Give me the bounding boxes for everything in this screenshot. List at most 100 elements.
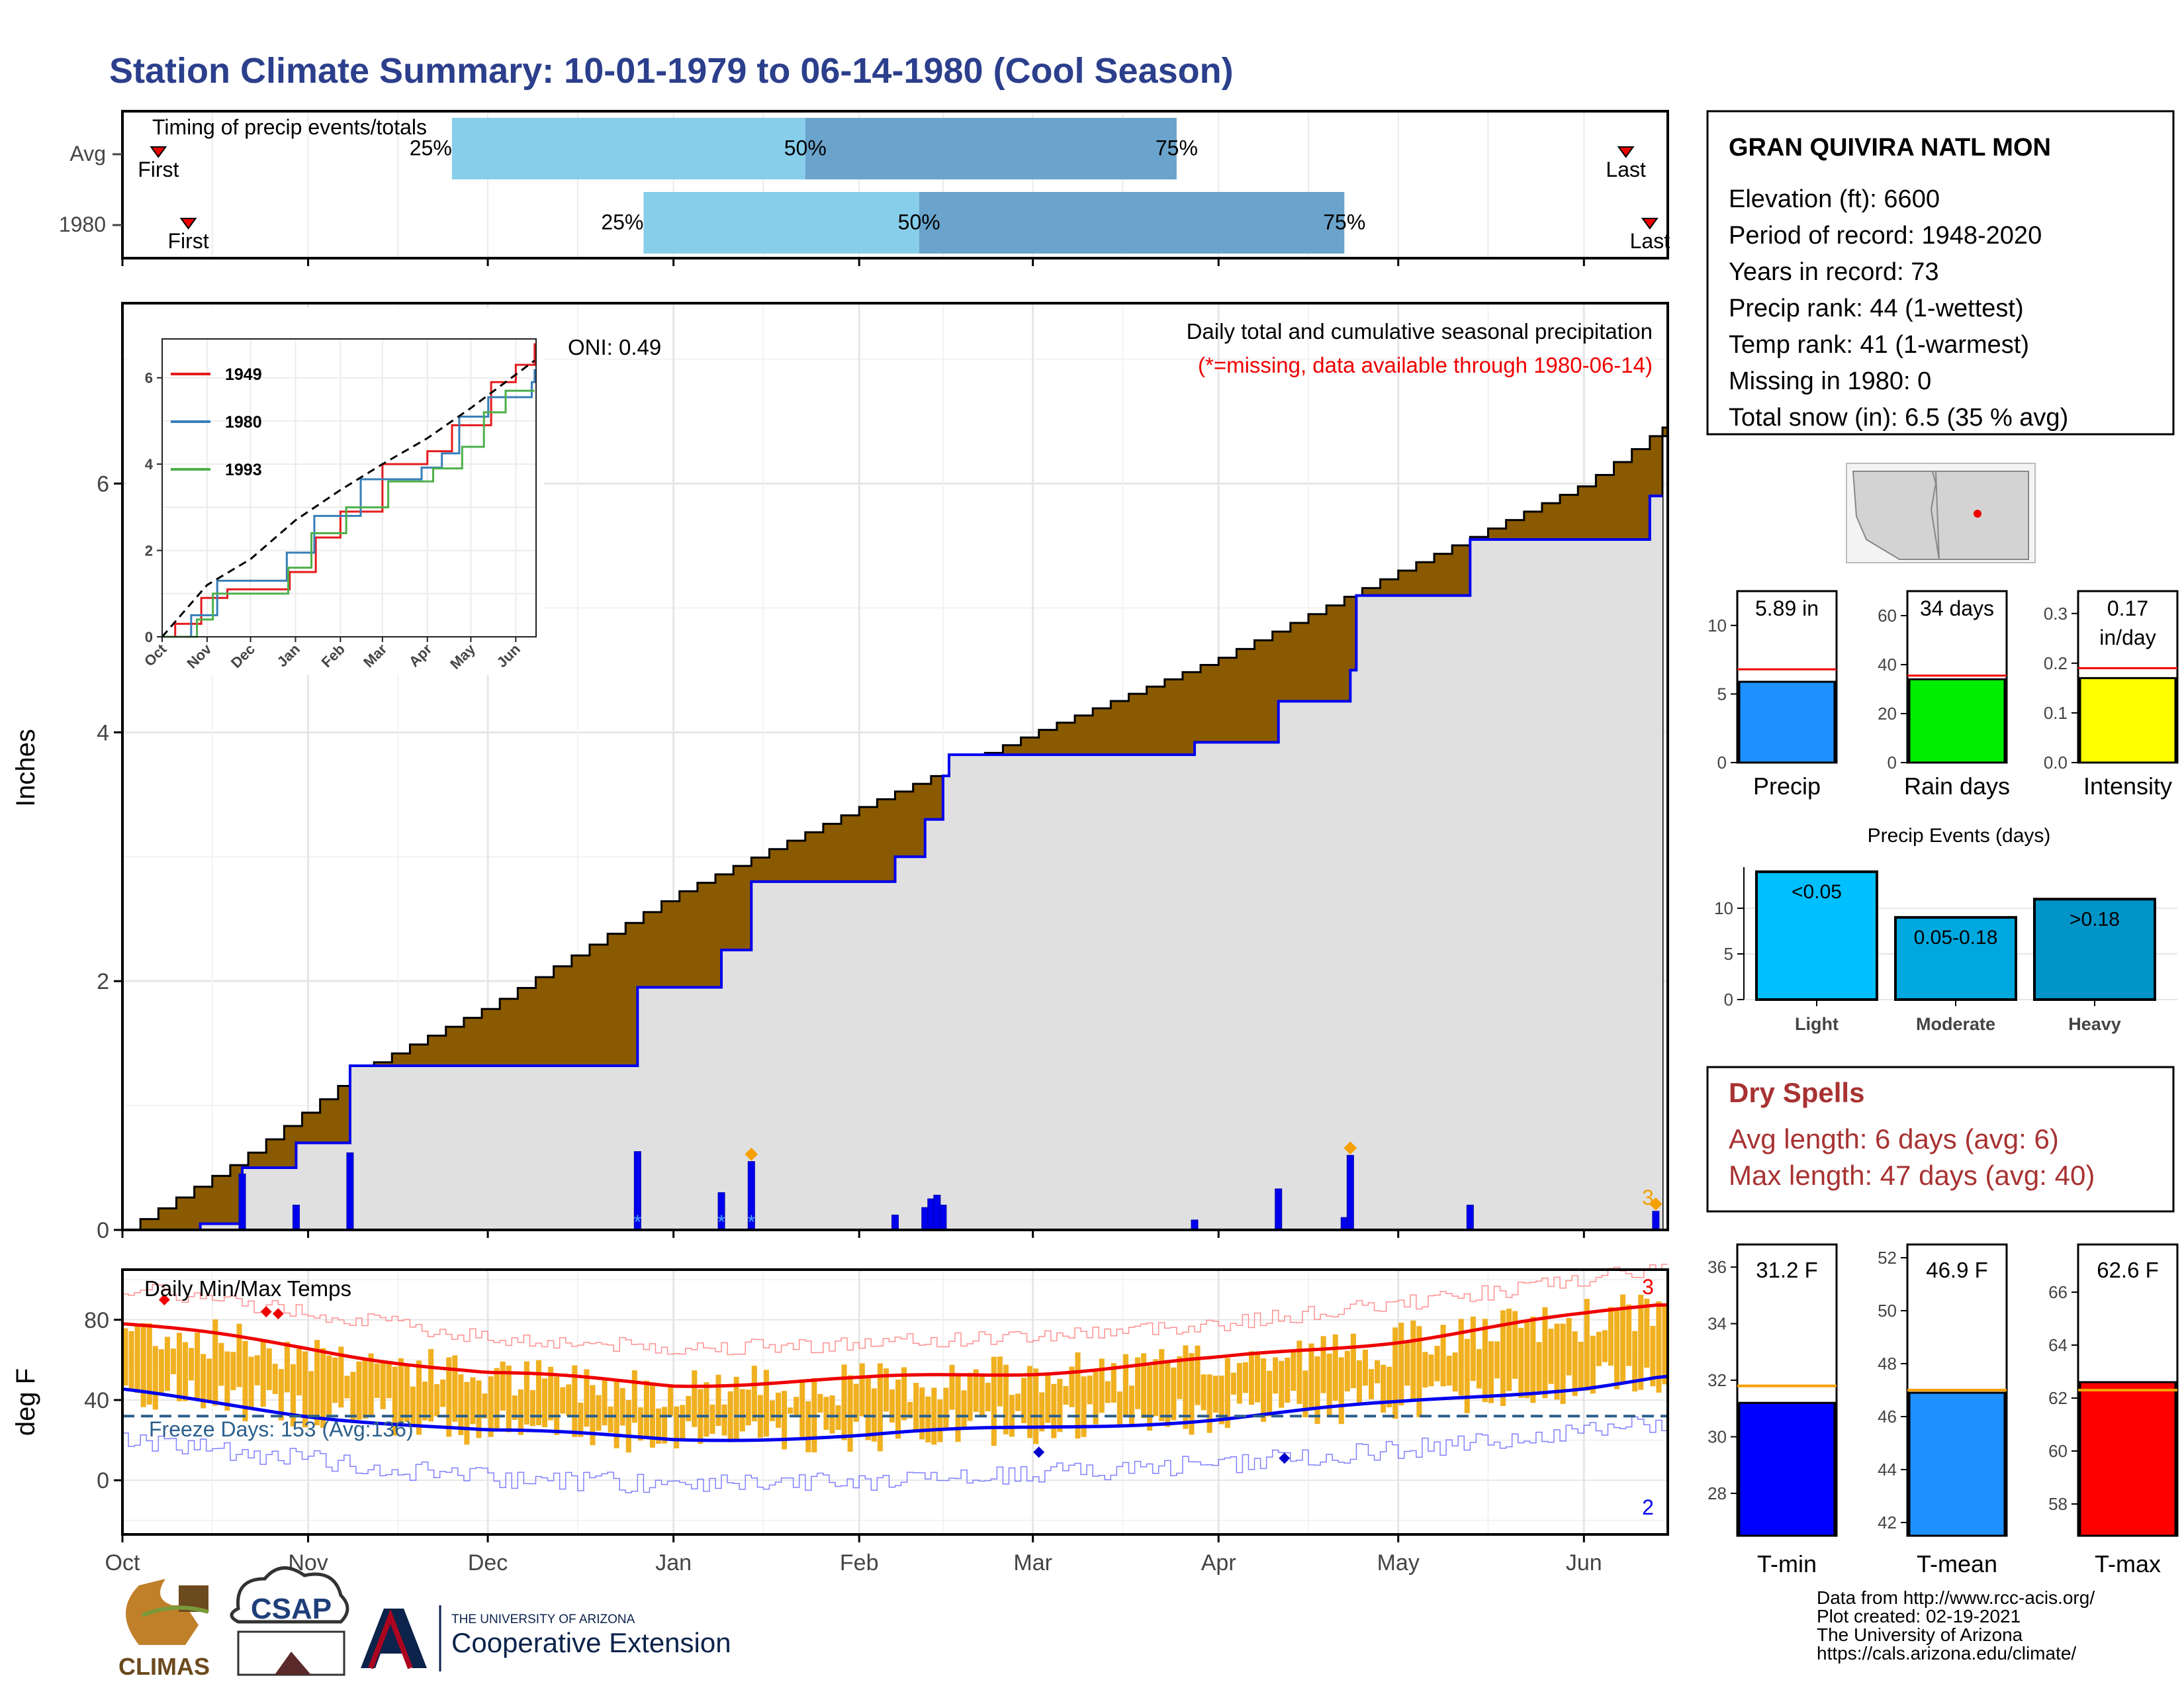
daily-temp-bar (1075, 1352, 1081, 1439)
summary-tick-label: 40 (1878, 655, 1897, 675)
temp-lines (122, 1264, 1668, 1493)
daily-temp-bar (1242, 1362, 1248, 1393)
legend-label: 1980 (225, 413, 262, 432)
timing-25-label: 25% (601, 211, 643, 234)
daily-temp-bar (1428, 1354, 1434, 1387)
daily-temp-bar (1141, 1353, 1147, 1419)
daily-temp-bar (1099, 1358, 1105, 1413)
timing-label: Timing of precip events/totals (152, 115, 427, 139)
climas-emblem (126, 1579, 199, 1645)
daily-temp-bar (967, 1373, 973, 1421)
info-line: Elevation (ft): 6600 (1729, 185, 1940, 213)
timing-row-1980: 1980 (59, 212, 106, 236)
daily-temp-bar (218, 1342, 224, 1386)
daily-temp-bar (841, 1364, 847, 1440)
temp-summary-tick-label: 66 (2048, 1282, 2068, 1302)
temp-summary-tick-label: 48 (1878, 1354, 1897, 1374)
summary-bar-label: Precip (1753, 773, 1821, 800)
y-tick-label: 4 (97, 720, 109, 745)
daily-temp-bar (943, 1387, 949, 1428)
daily-temp-bar (392, 1366, 398, 1436)
daily-temp-bar (1320, 1336, 1326, 1393)
daily-temp-bar (440, 1380, 446, 1407)
summary-bars: 5.89 in 0 5 10 Precip 34 days 0 20 40 60 Rain days… (1707, 590, 2179, 800)
y-tick-label: 0 (97, 1468, 109, 1493)
daily-temp-bar (955, 1374, 961, 1442)
inset-line-1980 (162, 369, 536, 638)
daily-temp-bar (314, 1340, 320, 1426)
temp-ylabel: deg F (11, 1368, 40, 1436)
dry-spells-title: Dry Spells (1729, 1077, 1864, 1108)
precip-y-axis: 0 2 4 6 (97, 471, 122, 1243)
daily-temp-bar (1512, 1311, 1518, 1379)
daily-temp-bar (1135, 1357, 1141, 1409)
daily-precip-bar (346, 1152, 354, 1231)
timing-bars: 25% 50% 75% First Last 25% 50% 75% First Last (138, 118, 1670, 254)
daily-temp-bar (518, 1389, 523, 1435)
info-line: Total snow (in): 6.5 (35 % avg) (1729, 404, 2068, 432)
temp-x-axis: Oct Nov Dec Jan Feb Mar Apr May Jun (105, 1534, 1602, 1575)
events-bar (1894, 915, 2017, 1001)
temp-record-marker (1279, 1452, 1291, 1464)
daily-temp-bar (422, 1382, 428, 1421)
daily-temp-bar (1128, 1385, 1135, 1427)
x-tick-label: Apr (1201, 1550, 1236, 1575)
credit-line: https://cals.arizona.edu/climate/ (1817, 1643, 2076, 1664)
summary-tick-label: 0.2 (2044, 653, 2068, 673)
daily-temp-bar (763, 1370, 769, 1437)
daily-temp-bar (446, 1357, 452, 1437)
daily-temp-bar (997, 1356, 1003, 1407)
daily-temp-bar (721, 1404, 727, 1436)
daily-temp-bar (1111, 1363, 1116, 1403)
daily-temp-bar (500, 1361, 506, 1411)
x-tick-label: Jan (655, 1550, 692, 1575)
temp-summary-tick-label: 28 (1707, 1483, 1727, 1503)
precip-events: Precip Events (days) 0 5 10 <0.05 Light 0.05-… (1714, 825, 2177, 1034)
daily-temp-bar (625, 1400, 631, 1453)
freeze-days-label: Freeze Days: 153 (Avg:136) (149, 1417, 414, 1441)
info-line: Missing in 1980: 0 (1729, 367, 1931, 395)
climas-emblem-block (179, 1585, 208, 1612)
daily-precip-bar (292, 1204, 300, 1231)
daily-temp-bar (1081, 1376, 1087, 1437)
precip-x-axis (121, 1230, 1585, 1238)
events-tick-label: 5 (1724, 944, 1733, 964)
daily-temp-bar (1273, 1357, 1279, 1394)
daily-temp-bar (488, 1376, 494, 1437)
summary-value-label: 5.89 in (1755, 596, 1819, 620)
daily-temp-bar (1291, 1349, 1297, 1391)
daily-temp-bar (835, 1405, 841, 1430)
dry-spells: Dry Spells Avg length: 6 days (avg: 6) M… (1706, 1066, 2175, 1213)
daily-temp-bar (1027, 1366, 1033, 1438)
daily-temp-bar (1375, 1360, 1381, 1383)
daily-temp-bar (230, 1352, 236, 1390)
avg-high-line (122, 1303, 1668, 1388)
temp-panel: Daily Min/Max Temps Freeze Days: 153 (Av… (11, 1264, 1669, 1575)
temp-low-count: 2 (1642, 1495, 1654, 1519)
events-bar-value: >0.18 (2070, 908, 2120, 930)
timing-bar-q3 (919, 192, 1345, 254)
temp-summary-bar (1738, 1401, 1836, 1537)
climas-emblem-arc (141, 1605, 209, 1617)
daily-temp-bar (189, 1348, 195, 1381)
daily-temp-bar (674, 1406, 680, 1449)
page-title: Station Climate Summary: 10-01-1979 to 0… (109, 51, 1234, 91)
daily-temp-bar (931, 1387, 937, 1445)
temp-summary-tick-label: 46 (1878, 1407, 1897, 1427)
first-marker (179, 218, 197, 230)
events-tick-label: 10 (1714, 898, 1733, 918)
missing-marker: * (633, 1211, 641, 1233)
daily-temp-bar (799, 1379, 805, 1437)
temp-summary-tick-label: 34 (1707, 1314, 1727, 1334)
legend-label: 1949 (225, 365, 262, 384)
daily-temp-bar (1302, 1370, 1308, 1417)
summary-value-label: 0.17 (2107, 596, 2148, 620)
daily-temp-bar (637, 1407, 643, 1441)
credit-line: Data from http://www.rcc-acis.org/ (1817, 1587, 2095, 1608)
timing-75-label: 75% (1323, 211, 1365, 234)
dry-spells-avg: Avg length: 6 days (avg: 6) (1729, 1123, 2059, 1154)
ua-a-block (361, 1609, 427, 1668)
temp-y-axis: 0 40 80 (84, 1308, 122, 1493)
inset-legend: 1949 1980 1993 (171, 365, 262, 479)
csap-wordmark: CSAP (251, 1593, 332, 1625)
